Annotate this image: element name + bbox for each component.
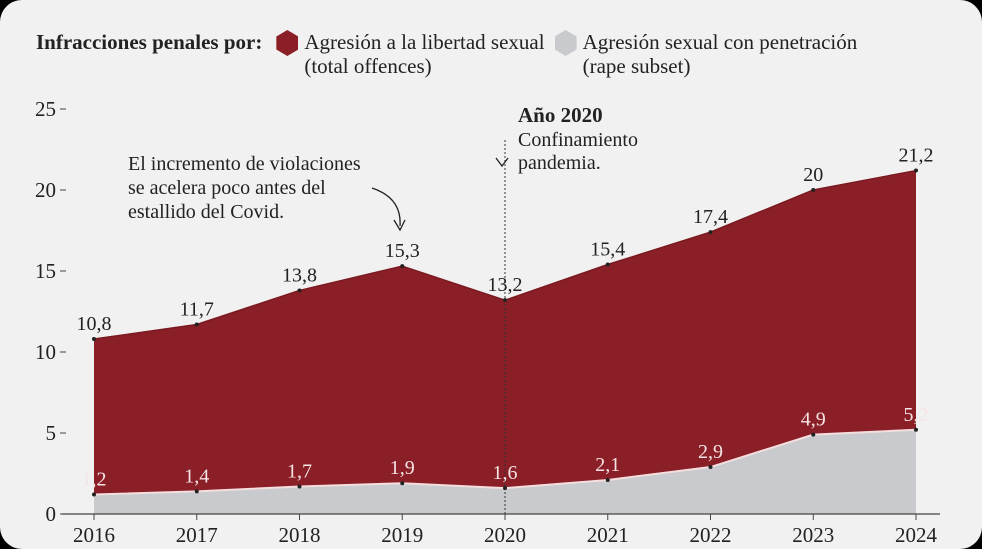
data-point	[605, 262, 610, 267]
data-point	[297, 288, 302, 293]
hexagon-icon-red	[276, 30, 299, 56]
hexagon-icon-grey	[554, 30, 577, 56]
data-label: 11,7	[180, 298, 214, 320]
data-point	[708, 465, 713, 470]
x-tick-label: 2024	[895, 523, 938, 547]
x-tick-label: 2023	[792, 523, 834, 547]
data-label: 4,9	[801, 409, 826, 431]
arrow-down-icon	[495, 157, 509, 168]
data-label: 1,2	[82, 469, 107, 491]
x-tick-label: 2020	[484, 523, 526, 547]
data-point	[811, 432, 816, 437]
data-label: 17,4	[693, 206, 728, 228]
data-point	[194, 489, 199, 494]
annotation-2020-title: Año 2020	[518, 103, 603, 127]
data-label: 15,3	[385, 240, 420, 262]
data-point	[92, 492, 96, 497]
data-label: 5,2	[904, 404, 929, 426]
data-point	[297, 484, 302, 489]
data-point	[914, 168, 918, 173]
data-point	[811, 188, 816, 192]
annotation-covid-line: El incremento de violaciones	[128, 153, 361, 175]
data-point	[194, 322, 199, 327]
x-tick-label: 2017	[176, 523, 218, 547]
legend-sublabel: (rape subset)	[582, 54, 691, 78]
x-tick-label: 2022	[690, 523, 732, 547]
data-label: 10,8	[77, 313, 112, 335]
legend-label: Agresión sexual con penetración	[582, 30, 858, 54]
data-label: 20	[803, 164, 823, 186]
legend-item-total: Agresión a la libertad sexual (total offe…	[276, 30, 545, 78]
data-point	[914, 427, 918, 432]
legend-sublabel: (total offences)	[304, 54, 432, 78]
y-tick-label: 0	[46, 502, 57, 526]
data-label: 2,9	[698, 441, 723, 463]
data-point	[503, 298, 507, 303]
annotation-2020-line: pandemia.	[518, 152, 601, 174]
annotation-arrow	[371, 187, 401, 227]
legend-label: Agresión a la libertad sexual	[304, 30, 545, 54]
data-label: 1,7	[287, 460, 312, 482]
x-tick-label: 2016	[73, 523, 115, 547]
arrow-head-icon	[393, 219, 406, 232]
data-label: 1,4	[184, 465, 209, 487]
x-tick-label: 2019	[381, 523, 423, 547]
annotation-covid-line: se acelera poco antes del	[128, 177, 326, 199]
y-tick-label: 5	[46, 421, 57, 445]
data-point	[400, 481, 405, 486]
y-tick-label: 15	[35, 259, 56, 283]
y-tick-label: 20	[35, 178, 56, 202]
data-point	[708, 230, 713, 235]
data-label: 13,8	[282, 264, 317, 286]
data-point	[605, 477, 610, 482]
data-label: 1,6	[493, 462, 518, 484]
annotation-covid-line: estallido del Covid.	[128, 201, 284, 223]
data-label: 1,9	[390, 457, 415, 479]
legend: Infracciones penales por: Agresión a la …	[36, 30, 867, 78]
data-point	[400, 264, 405, 269]
y-tick-label: 25	[35, 97, 56, 121]
data-label: 15,4	[590, 239, 625, 261]
data-label: 21,2	[899, 145, 934, 167]
area-series-0	[94, 170, 916, 514]
data-point	[503, 486, 507, 491]
legend-title: Infracciones penales por:	[36, 30, 263, 54]
data-point	[92, 337, 96, 342]
y-tick-label: 10	[35, 340, 56, 364]
x-tick-label: 2018	[279, 523, 321, 547]
annotation-2020-line: Confinamiento	[518, 129, 638, 151]
data-label: 13,2	[488, 274, 523, 296]
x-tick-label: 2021	[587, 523, 629, 547]
area-series-1	[94, 429, 916, 514]
legend-item-rape: Agresión sexual con penetración (rape sub…	[554, 30, 858, 78]
data-label: 2,1	[595, 454, 620, 476]
